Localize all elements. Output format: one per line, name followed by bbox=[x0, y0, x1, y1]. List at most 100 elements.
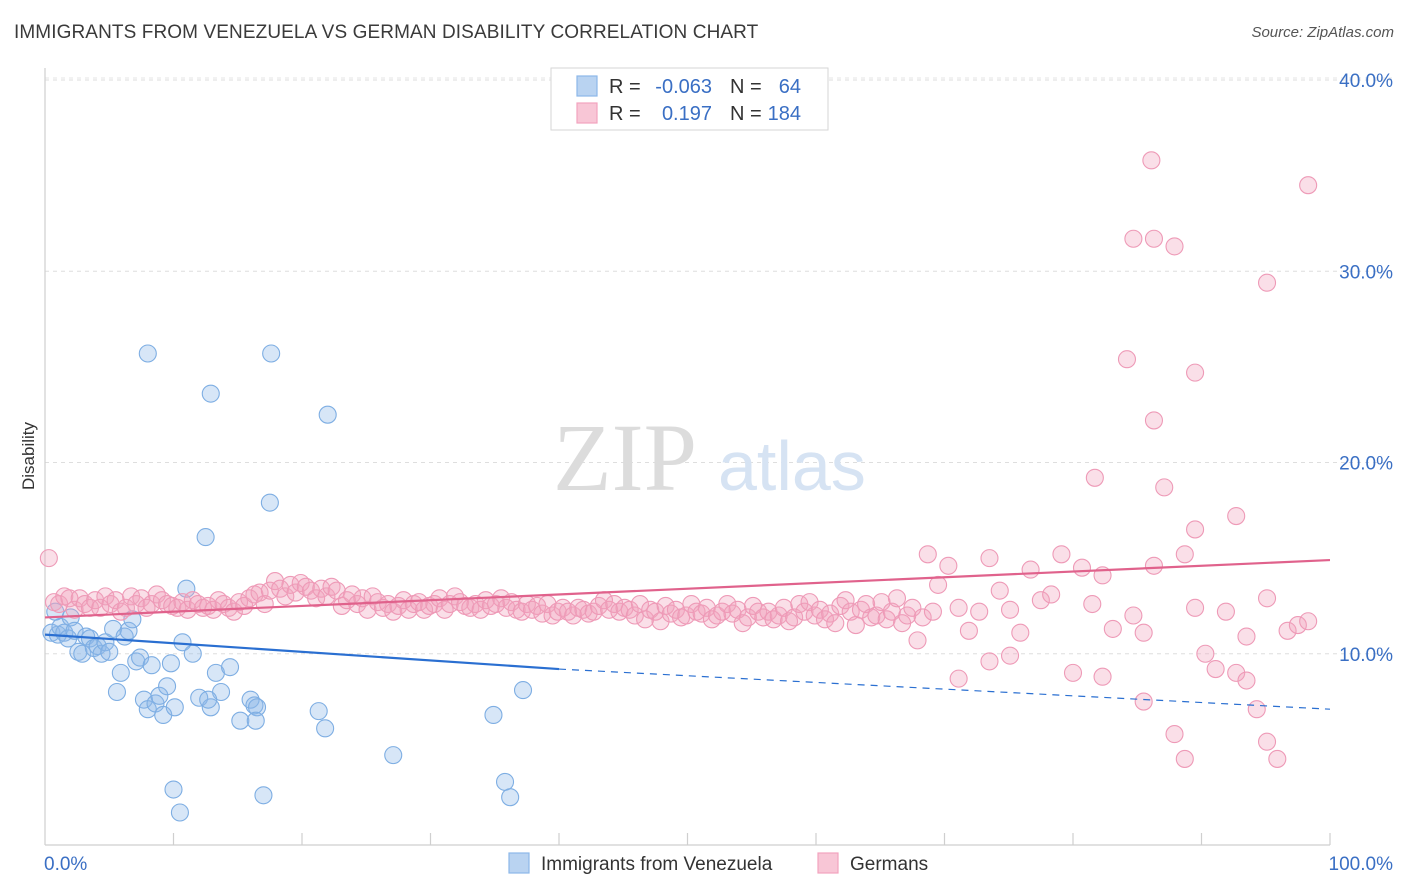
germans-point bbox=[1124, 606, 1143, 625]
germans-point bbox=[646, 602, 665, 621]
germans-point bbox=[1021, 560, 1040, 579]
germans-point bbox=[677, 606, 696, 625]
trend-lines bbox=[44, 558, 1331, 710]
germans-point bbox=[1186, 598, 1205, 617]
germans-point bbox=[1257, 273, 1277, 292]
germans-point bbox=[1134, 623, 1153, 642]
x-tick-label-max: 100.0% bbox=[1329, 854, 1394, 875]
germans-point bbox=[91, 598, 110, 617]
germans-point bbox=[913, 608, 932, 627]
venezuela-point bbox=[183, 644, 202, 663]
germans-point bbox=[1186, 520, 1205, 539]
germans-point bbox=[785, 608, 804, 627]
germans-point bbox=[1000, 600, 1020, 619]
venezuela-point bbox=[484, 705, 503, 725]
germans-point bbox=[923, 602, 942, 621]
germans-point bbox=[908, 631, 927, 650]
germans-point bbox=[116, 598, 136, 617]
germans-point bbox=[1227, 663, 1246, 682]
y-axis-title: Disability bbox=[19, 421, 38, 490]
venezuela-point bbox=[158, 677, 177, 696]
series-legend: Immigrants from Venezuela Germans bbox=[508, 852, 928, 875]
germans-point bbox=[1011, 623, 1030, 642]
germans-point bbox=[1206, 659, 1225, 679]
venezuela-point bbox=[42, 623, 61, 642]
germans-point bbox=[1103, 619, 1122, 638]
venezuela-point bbox=[254, 786, 273, 805]
germans-point bbox=[970, 602, 989, 621]
legend-r-value-2: 0.197 bbox=[662, 103, 712, 125]
venezuela-point bbox=[165, 698, 184, 717]
venezuela-point bbox=[199, 690, 218, 709]
germans-point bbox=[805, 606, 824, 625]
germans-point bbox=[1257, 589, 1277, 608]
y-tick-label: 20.0% bbox=[1339, 454, 1393, 475]
germans-point bbox=[749, 602, 768, 621]
legend-n-label-2: N = bbox=[730, 103, 762, 125]
germans-point bbox=[1165, 237, 1184, 256]
venezuela-point bbox=[170, 803, 189, 822]
germans-point bbox=[692, 604, 711, 623]
y-tick-label: 40.0% bbox=[1339, 71, 1393, 92]
germans-point bbox=[276, 587, 295, 606]
germans-point bbox=[1288, 616, 1307, 635]
venezuela-point bbox=[384, 746, 403, 765]
germans-point bbox=[800, 593, 819, 612]
germans-point bbox=[1155, 478, 1174, 497]
series-legend-swatch-germans bbox=[817, 852, 839, 874]
venezuela-point bbox=[107, 682, 127, 702]
germans-point bbox=[990, 581, 1009, 600]
legend-r-value-1: -0.063 bbox=[655, 76, 712, 98]
germans-point bbox=[815, 610, 835, 629]
venezuela-point bbox=[247, 698, 267, 717]
germans-point bbox=[286, 583, 305, 602]
germans-point bbox=[1134, 692, 1153, 711]
germans-point bbox=[846, 616, 865, 635]
venezuela-point bbox=[245, 696, 264, 715]
germans-point bbox=[836, 591, 855, 610]
legend-swatch-pink bbox=[576, 102, 598, 124]
germans-point bbox=[1072, 558, 1092, 577]
germans-point bbox=[476, 591, 495, 610]
germans-point bbox=[224, 602, 243, 621]
venezuela-point bbox=[246, 711, 265, 730]
germans-point bbox=[1093, 667, 1112, 686]
watermark: ZIP atlas bbox=[553, 404, 866, 511]
germans-point bbox=[1144, 556, 1164, 575]
germans-point bbox=[1083, 594, 1102, 614]
venezuela-point bbox=[309, 702, 328, 721]
venezuela-point bbox=[262, 344, 281, 363]
germans-point bbox=[1257, 732, 1277, 751]
germans-point bbox=[1299, 176, 1318, 195]
germans-point bbox=[1216, 602, 1235, 621]
series-legend-label-germans: Germans bbox=[850, 854, 928, 875]
germans-point bbox=[1142, 151, 1161, 170]
germans-point bbox=[826, 614, 845, 633]
legend-r-label-1: R = bbox=[609, 76, 641, 98]
germans-point bbox=[1268, 749, 1287, 768]
germans-point bbox=[358, 600, 377, 619]
germans-point bbox=[1299, 612, 1318, 631]
germans-point bbox=[1237, 671, 1256, 690]
germans-point bbox=[1196, 644, 1215, 663]
venezuela-trend-extension bbox=[558, 668, 1331, 710]
germans-point bbox=[867, 606, 886, 625]
chart-title: IMMIGRANTS FROM VENEZUELA VS GERMAN DISA… bbox=[14, 22, 759, 43]
germans-point bbox=[39, 549, 58, 568]
germans-point bbox=[939, 556, 958, 575]
germans-point bbox=[1165, 725, 1184, 744]
germans-point bbox=[1278, 621, 1297, 640]
germans-point bbox=[733, 614, 752, 633]
correlation-legend: R = -0.063 N = 64 R = 0.197 N = 184 bbox=[550, 67, 829, 131]
germans-point bbox=[1085, 468, 1104, 487]
venezuela-trend-line bbox=[44, 633, 560, 671]
germans-point bbox=[1144, 229, 1164, 248]
venezuela-point bbox=[316, 719, 335, 738]
germans-point bbox=[132, 589, 151, 608]
series-legend-label-venezuela: Immigrants from Venezuela bbox=[541, 854, 773, 875]
venezuela-point bbox=[142, 656, 161, 675]
germans-point bbox=[728, 600, 747, 619]
germans-point bbox=[1237, 627, 1256, 646]
watermark-atlas: atlas bbox=[718, 427, 866, 505]
germans-point bbox=[65, 600, 84, 619]
